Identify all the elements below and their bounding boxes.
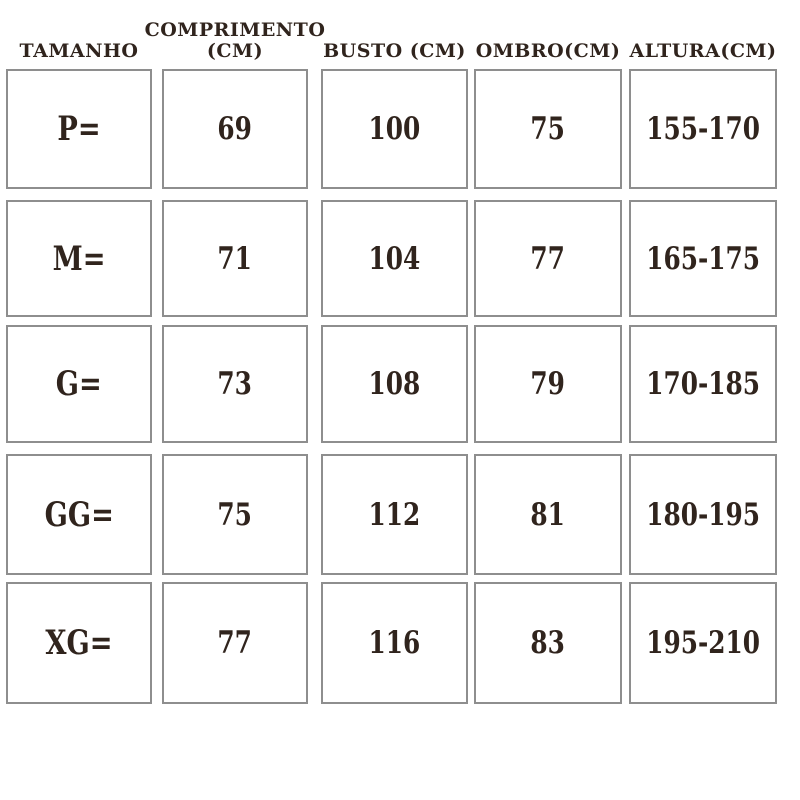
column-header-label: TAMANHO xyxy=(19,40,139,62)
measure-cell: 73 xyxy=(162,325,308,443)
size-cell: G= xyxy=(6,325,152,443)
size-cell: XG= xyxy=(6,582,152,704)
size-label: P= xyxy=(57,109,101,149)
table-row: XG= 77 116 83 195-210 xyxy=(6,582,777,704)
measure-cell: 75 xyxy=(162,454,308,575)
measure-cell: 71 xyxy=(162,200,308,317)
measure-cell: 83 xyxy=(474,582,622,704)
measure-cell: 81 xyxy=(474,454,622,575)
table-row: P= 69 100 75 155-170 xyxy=(6,69,777,189)
measure-cell: 195-210 xyxy=(629,582,777,704)
size-label: G= xyxy=(55,364,103,404)
column-header-label: BUSTO (CM) xyxy=(323,40,466,62)
size-cell: M= xyxy=(6,200,152,317)
measure-value: 75 xyxy=(530,111,566,147)
size-label: XG= xyxy=(45,623,113,663)
measure-value: 71 xyxy=(217,240,253,277)
column-header-altura: ALTURA(CM) xyxy=(629,0,777,69)
measure-value: 75 xyxy=(217,496,253,533)
measure-value: 77 xyxy=(530,240,566,277)
measure-cell: 170-185 xyxy=(629,325,777,443)
measure-value: 180-195 xyxy=(646,496,760,533)
measure-value: 195-210 xyxy=(646,625,760,661)
column-header-label: COMPRIMENTO (CM) xyxy=(144,19,326,62)
measure-cell: 79 xyxy=(474,325,622,443)
measure-cell: 112 xyxy=(321,454,468,575)
measure-cell: 155-170 xyxy=(629,69,777,189)
measure-value: 79 xyxy=(530,366,566,402)
size-label: GG= xyxy=(44,494,114,535)
measure-cell: 75 xyxy=(474,69,622,189)
table-row: GG= 75 112 81 180-195 xyxy=(6,454,777,575)
table-body: P= 69 100 75 155-170 M= 71 104 77 165-175 G= 73 108 7… xyxy=(6,69,777,704)
measure-cell: 165-175 xyxy=(629,200,777,317)
measure-cell: 100 xyxy=(321,69,468,189)
measure-cell: 104 xyxy=(321,200,468,317)
table-row: M= 71 104 77 165-175 xyxy=(6,200,777,317)
column-header-label: OMBRO(CM) xyxy=(475,40,621,62)
measure-cell: 77 xyxy=(162,582,308,704)
size-cell: GG= xyxy=(6,454,152,575)
column-header-comprimento: COMPRIMENTO (CM) xyxy=(145,0,325,69)
measure-value: 83 xyxy=(530,625,566,661)
measure-value: 104 xyxy=(368,240,421,277)
table-row: G= 73 108 79 170-185 xyxy=(6,325,777,443)
measure-cell: 180-195 xyxy=(629,454,777,575)
measure-value: 112 xyxy=(368,496,421,533)
size-chart: TAMANHO COMPRIMENTO (CM) BUSTO (CM) OMBR… xyxy=(6,0,777,704)
measure-value: 116 xyxy=(368,625,421,661)
measure-cell: 69 xyxy=(162,69,308,189)
measure-value: 69 xyxy=(217,111,253,147)
column-header-tamanho: TAMANHO xyxy=(6,0,152,69)
size-label: M= xyxy=(52,238,106,279)
measure-value: 100 xyxy=(368,111,421,147)
measure-value: 155-170 xyxy=(646,111,760,147)
column-header-busto: BUSTO (CM) xyxy=(321,0,468,69)
measure-value: 81 xyxy=(530,496,566,533)
measure-cell: 116 xyxy=(321,582,468,704)
table-header: TAMANHO COMPRIMENTO (CM) BUSTO (CM) OMBR… xyxy=(6,0,777,69)
measure-cell: 77 xyxy=(474,200,622,317)
size-cell: P= xyxy=(6,69,152,189)
measure-value: 170-185 xyxy=(646,366,760,402)
measure-value: 165-175 xyxy=(646,240,760,277)
measure-cell: 108 xyxy=(321,325,468,443)
measure-value: 77 xyxy=(217,625,253,661)
column-header-label: ALTURA(CM) xyxy=(629,40,777,62)
column-header-ombro: OMBRO(CM) xyxy=(474,0,622,69)
measure-value: 73 xyxy=(217,366,253,402)
measure-value: 108 xyxy=(368,366,421,402)
